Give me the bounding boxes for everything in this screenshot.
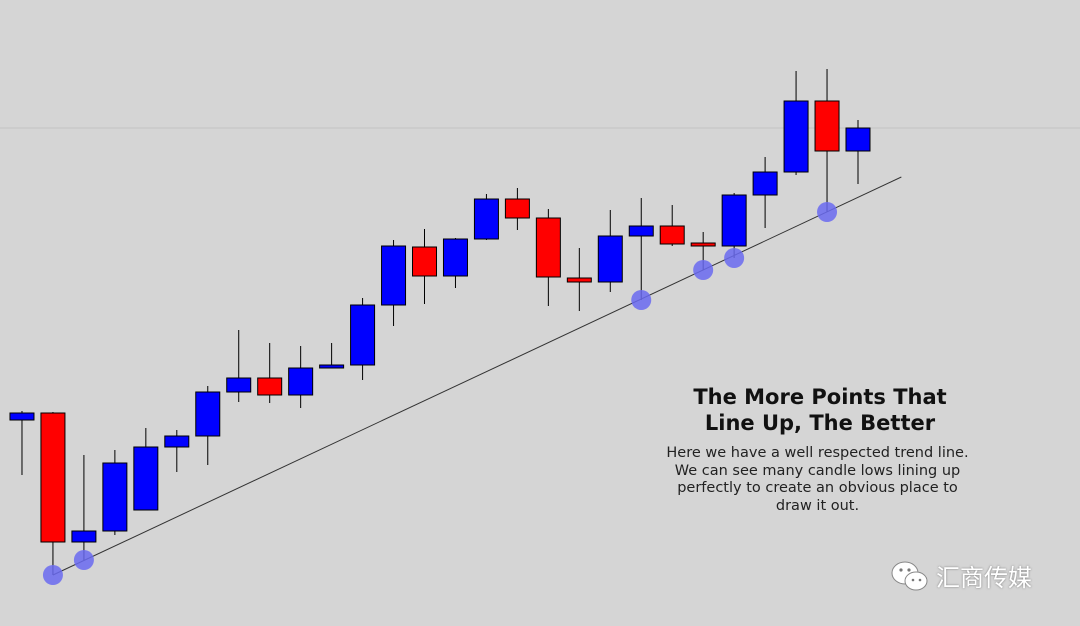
candle-body [40, 412, 66, 543]
candle-body [9, 412, 35, 421]
candle-body [226, 377, 252, 393]
candle-body [783, 100, 809, 173]
candle-body [597, 235, 623, 283]
annotation-title: The More Points That Line Up, The Better [693, 385, 947, 435]
candle-body [442, 238, 468, 277]
candle-body [752, 171, 778, 196]
candle-body [412, 246, 438, 277]
touch-point [42, 565, 63, 585]
candle-body [102, 462, 128, 532]
candle-body [535, 217, 561, 278]
candle-body [319, 364, 345, 369]
touch-point [817, 202, 838, 222]
candle-body [350, 304, 376, 366]
watermark-text: 汇商传媒 [936, 564, 1032, 592]
candle-body [473, 198, 499, 240]
watermark: 汇商传媒 [890, 558, 1032, 593]
candle-body [195, 391, 221, 437]
touch-point [73, 550, 94, 570]
candle-body [257, 377, 283, 396]
touch-point [631, 290, 652, 310]
annotation-text: Here we have a well respected trend line… [666, 445, 969, 514]
candle-body [845, 127, 871, 152]
candle-body [566, 277, 592, 283]
candle-body [690, 242, 716, 247]
candle-body [381, 245, 407, 306]
candle-body [721, 194, 747, 247]
candle-body [288, 367, 314, 396]
candle-body [814, 100, 840, 152]
candle-body [504, 198, 530, 219]
candle-body [133, 446, 159, 511]
touch-point [724, 248, 745, 268]
wechat-icon [891, 561, 928, 590]
candle-body [628, 225, 654, 237]
candle-body [659, 225, 685, 245]
touch-point [693, 260, 714, 280]
candle-body [71, 530, 97, 543]
trend-line [52, 176, 902, 576]
candle-body [164, 435, 190, 448]
